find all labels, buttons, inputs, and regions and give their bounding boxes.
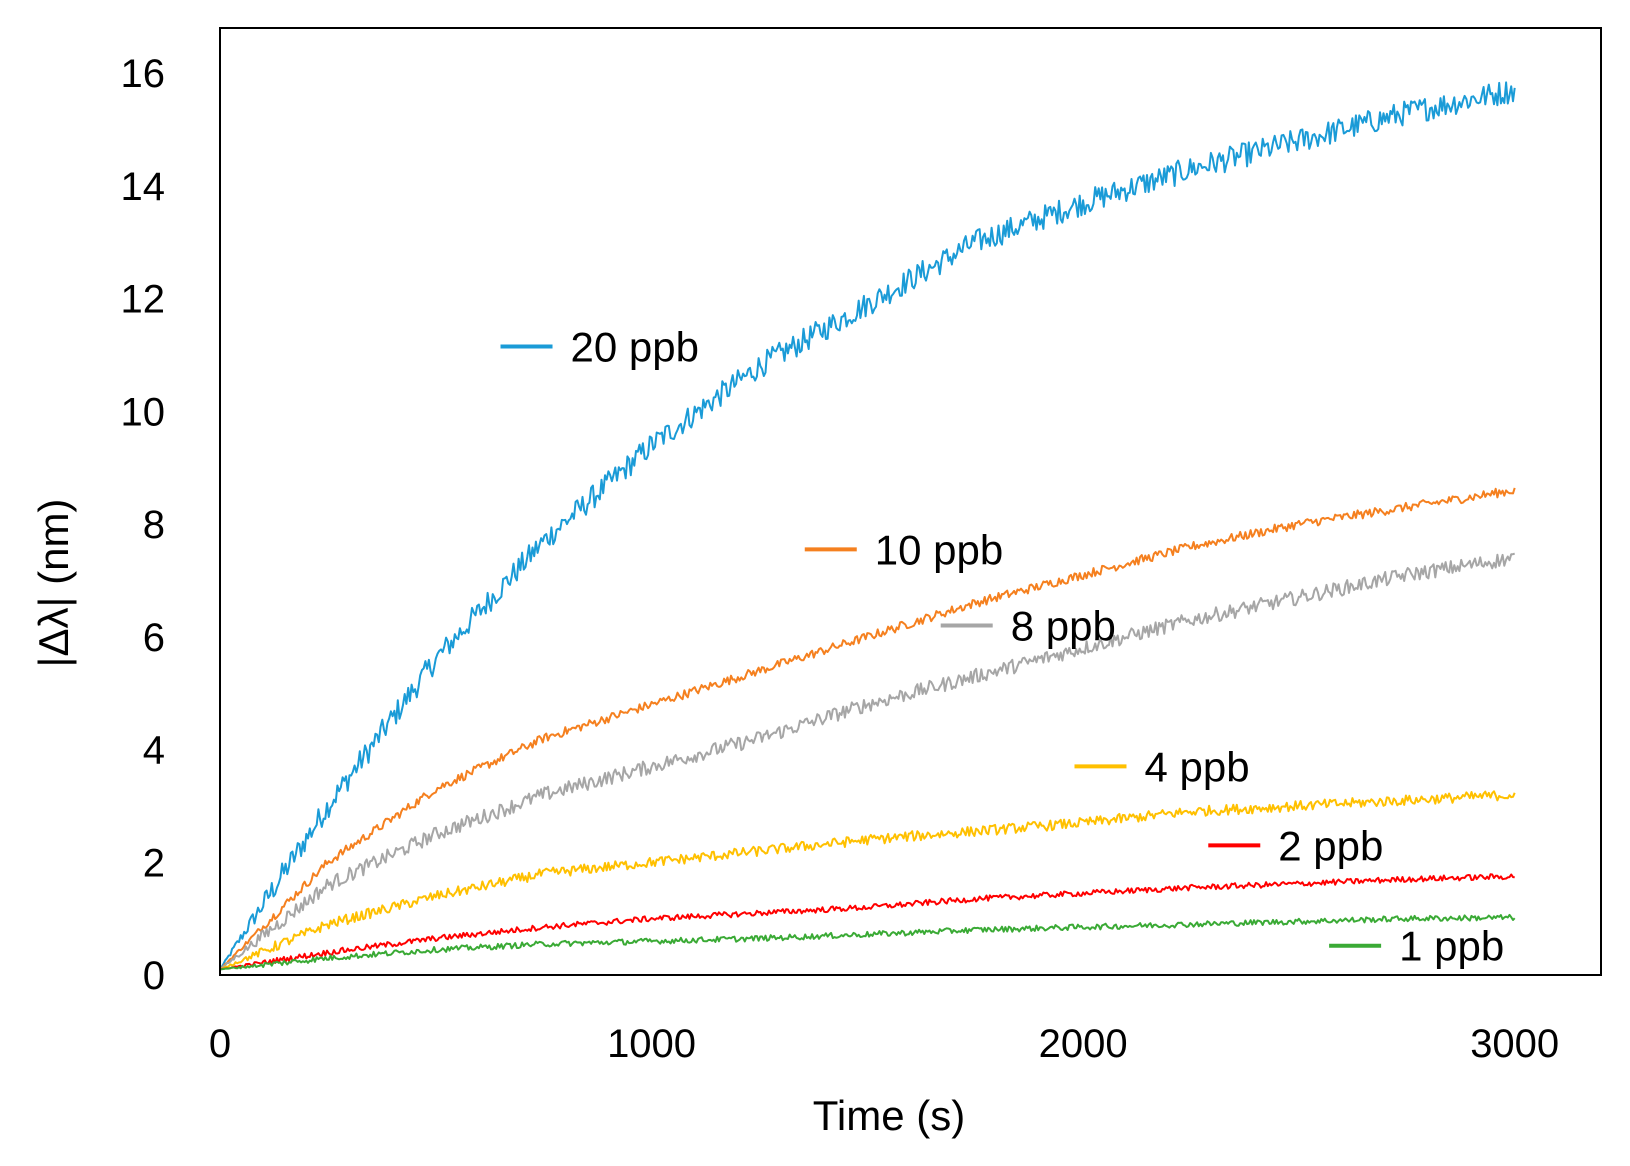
legend-label-10-ppb: 10 ppb [875, 526, 1003, 573]
plot-area-frame [219, 27, 1602, 976]
series-line-10-ppb [219, 487, 1516, 971]
y-tick-label-12: 12 [121, 278, 166, 322]
x-tick-label-1000: 1000 [607, 1022, 696, 1066]
series-1-ppb [219, 913, 1516, 971]
series-line-20-ppb [219, 81, 1516, 970]
series-8-ppb [219, 552, 1516, 971]
x-tick-label-2000: 2000 [1039, 1022, 1128, 1066]
series-2-ppb [219, 873, 1515, 971]
legend-item-1-ppb: 1 ppb [1329, 923, 1504, 970]
series-10-ppb [219, 487, 1516, 971]
series-20-ppb [219, 81, 1516, 970]
series-layer [219, 81, 1516, 971]
legend-item-20-ppb: 20 ppb [500, 323, 699, 370]
y-tick-label-16: 16 [121, 52, 166, 96]
legend-item-10-ppb: 10 ppb [804, 526, 1003, 573]
series-line-8-ppb [219, 552, 1516, 971]
series-4-ppb [219, 790, 1516, 971]
x-axis-title: Time (s) [813, 1092, 965, 1139]
x-tick-label-0: 0 [209, 1022, 231, 1066]
y-tick-label-6: 6 [143, 616, 165, 660]
legend-label-4-ppb: 4 ppb [1144, 743, 1249, 790]
y-tick-label-2: 2 [143, 841, 165, 885]
legend-label-8-ppb: 8 ppb [1011, 603, 1116, 650]
legend-label-20-ppb: 20 ppb [571, 323, 699, 370]
y-tick-label-10: 10 [121, 390, 166, 434]
legend-label-2-ppb: 2 ppb [1278, 822, 1383, 869]
y-tick-label-4: 4 [143, 729, 165, 773]
y-axis-title: |Δλ| (nm) [30, 499, 77, 668]
series-line-2-ppb [219, 873, 1515, 971]
x-axis-ticks: 0 1000 2000 3000 [209, 1022, 1559, 1066]
y-tick-label-14: 14 [121, 165, 166, 209]
x-tick-label-3000: 3000 [1470, 1022, 1559, 1066]
legend-item-2-ppb: 2 ppb [1208, 822, 1383, 869]
legend-label-1-ppb: 1 ppb [1399, 923, 1504, 970]
series-line-1-ppb [219, 913, 1516, 971]
series-line-4-ppb [219, 790, 1516, 971]
y-tick-label-0: 0 [143, 954, 165, 998]
y-axis-ticks: 0 2 4 6 8 10 12 14 16 [121, 52, 166, 998]
y-tick-label-8: 8 [143, 503, 165, 547]
legend-item-4-ppb: 4 ppb [1074, 743, 1250, 790]
legend-item-8-ppb: 8 ppb [940, 603, 1116, 650]
